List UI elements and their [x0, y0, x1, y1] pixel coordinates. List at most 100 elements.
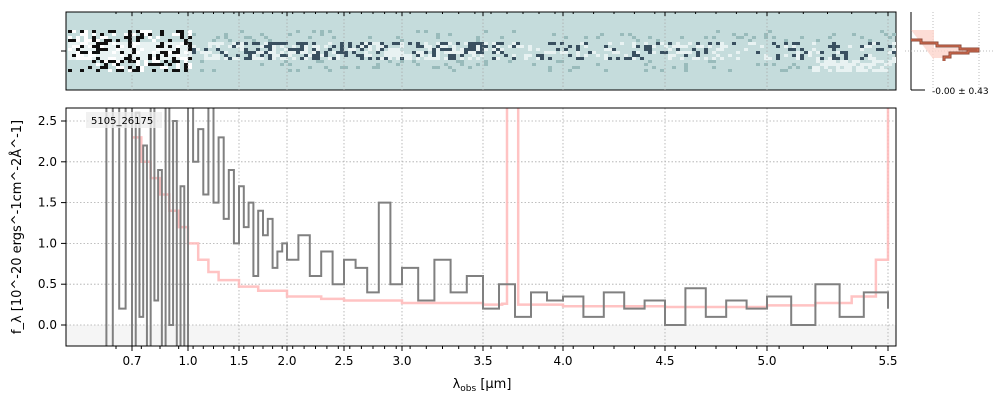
2d-pixel [440, 48, 444, 51]
y-tick-label: 1.0 [38, 236, 57, 250]
2d-pixel [660, 42, 664, 45]
2d-pixel [112, 63, 116, 66]
2d-pixel [284, 54, 288, 57]
2d-pixel [876, 48, 880, 51]
2d-pixel [68, 42, 72, 45]
2d-pixel [476, 36, 480, 39]
2d-pixel [568, 69, 572, 72]
2d-pixel [248, 57, 252, 60]
y-tick-label: 0.0 [38, 318, 57, 332]
2d-pixel [284, 57, 288, 60]
2d-pixel [392, 51, 396, 54]
2d-pixel [816, 60, 820, 63]
2d-pixel [288, 48, 292, 51]
2d-pixel [312, 57, 316, 60]
2d-pixel [720, 42, 724, 45]
2d-pixel [84, 57, 88, 60]
2d-pixel [88, 39, 92, 42]
2d-pixel [884, 63, 888, 66]
2d-pixel [272, 57, 276, 60]
2d-pixel [832, 60, 836, 63]
2d-pixel [484, 30, 488, 33]
2d-pixel [200, 60, 204, 63]
2d-pixel [844, 66, 848, 69]
2d-pixel [132, 54, 136, 57]
2d-pixel [428, 48, 432, 51]
2d-pixel [704, 57, 708, 60]
2d-pixel [188, 45, 192, 48]
2d-pixel [784, 69, 788, 72]
2d-pixel [680, 51, 684, 54]
2d-pixel [384, 51, 388, 54]
2d-pixel [608, 57, 612, 60]
2d-pixel [664, 45, 668, 48]
2d-pixel [96, 42, 100, 45]
2d-pixel [388, 48, 392, 51]
2d-pixel [824, 66, 828, 69]
2d-pixel [452, 48, 456, 51]
2d-pixel [492, 51, 496, 54]
2d-pixel [704, 36, 708, 39]
2d-pixel [648, 45, 652, 48]
2d-pixel [128, 30, 132, 33]
2d-pixel [456, 60, 460, 63]
2d-pixel [732, 42, 736, 45]
2d-pixel [120, 66, 124, 69]
2d-pixel [192, 48, 196, 51]
2d-pixel [148, 51, 152, 54]
2d-pixel [836, 66, 840, 69]
2d-pixel [216, 57, 220, 60]
2d-pixel [428, 57, 432, 60]
2d-pixel [288, 63, 292, 66]
2d-pixel [76, 57, 80, 60]
2d-pixel [580, 42, 584, 45]
2d-pixel [644, 63, 648, 66]
2d-pixel [152, 54, 156, 57]
2d-pixel [220, 42, 224, 45]
2d-pixel [716, 54, 720, 57]
2d-pixel [836, 51, 840, 54]
2d-pixel [316, 57, 320, 60]
2d-pixel [840, 51, 844, 54]
2d-pixel [192, 51, 196, 54]
2d-pixel [576, 54, 580, 57]
2d-pixel [68, 51, 72, 54]
2d-pixel [808, 54, 812, 57]
2d-pixel [644, 45, 648, 48]
2d-pixel [436, 45, 440, 48]
2d-pixel [172, 42, 176, 45]
2d-pixel [84, 42, 88, 45]
2d-pixel [136, 66, 140, 69]
2d-pixel [784, 54, 788, 57]
2d-pixel [304, 54, 308, 57]
2d-pixel [396, 48, 400, 51]
2d-pixel [472, 42, 476, 45]
2d-pixel [800, 48, 804, 51]
2d-pixel [480, 45, 484, 48]
2d-pixel [124, 45, 128, 48]
2d-pixel [836, 63, 840, 66]
2d-pixel [408, 42, 412, 45]
2d-pixel [468, 66, 472, 69]
2d-pixel [432, 54, 436, 57]
2d-pixel [140, 69, 144, 72]
2d-pixel [88, 66, 92, 69]
2d-pixel [168, 39, 172, 42]
2d-pixel [252, 57, 256, 60]
2d-pixel [484, 63, 488, 66]
2d-pixel [712, 51, 716, 54]
2d-pixel [632, 36, 636, 39]
2d-pixel [304, 45, 308, 48]
x-tick-label: 4.5 [655, 354, 674, 368]
2d-pixel [92, 36, 96, 39]
2d-pixel [460, 51, 464, 54]
2d-pixel [336, 54, 340, 57]
2d-pixel [148, 63, 152, 66]
2d-pixel [860, 57, 864, 60]
2d-pixel [296, 51, 300, 54]
2d-pixel [148, 57, 152, 60]
2d-pixel [756, 51, 760, 54]
2d-pixel [680, 36, 684, 39]
2d-pixel [168, 63, 172, 66]
